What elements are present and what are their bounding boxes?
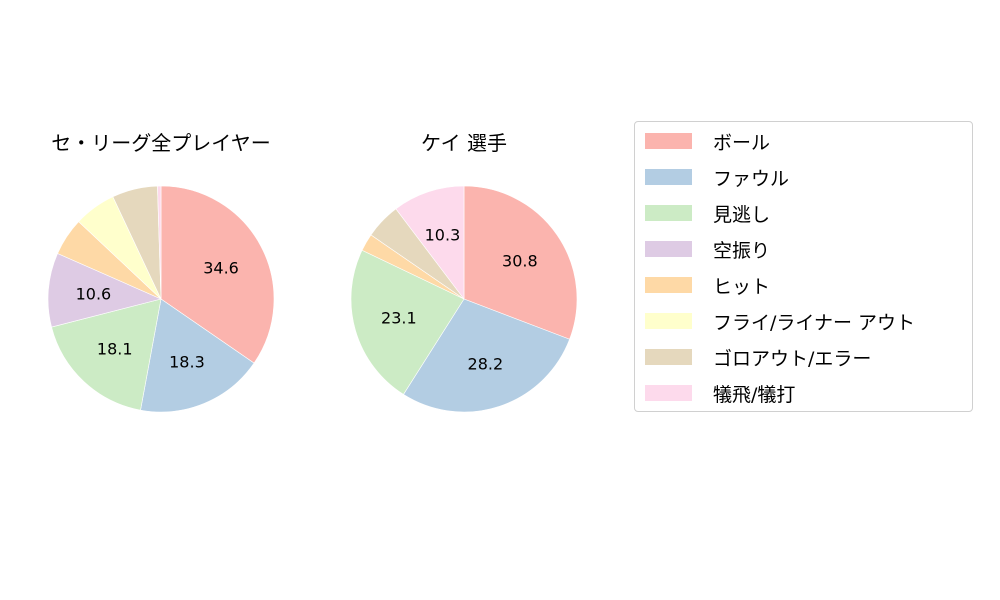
legend-item: ボール <box>645 129 771 154</box>
pie-slice <box>395 185 465 300</box>
legend-swatch <box>645 385 692 401</box>
pie-slice-label: 30.8 <box>502 252 538 271</box>
legend-item: ゴロアウト/エラー <box>645 345 872 370</box>
legend-label: 犠飛/犠打 <box>713 383 796 406</box>
legend-item: フライ/ライナー アウト <box>645 309 916 334</box>
pie-slice-label: 10.3 <box>425 226 461 245</box>
pie-chart-league: 34.6 18.3 18.1 10.6 <box>47 185 275 413</box>
legend-label: 見逃し <box>713 203 771 226</box>
pie-slice <box>157 185 162 300</box>
pie-slice-label: 18.3 <box>169 353 205 372</box>
pie-slice <box>47 253 162 328</box>
pie-slice-label: 10.6 <box>76 284 112 303</box>
legend-item: 見逃し <box>645 201 771 226</box>
pie-slice-label: 23.1 <box>381 309 417 328</box>
legend: ボールファウル見逃し空振りヒットフライ/ライナー アウト ゴロアウト/エラー 犠飛/… <box>634 121 973 412</box>
legend-swatch <box>645 349 692 365</box>
pie-slice <box>140 298 255 413</box>
pie-slice-label: 18.1 <box>97 340 133 359</box>
pie-chart-player: 30.8 28.2 23.1 10.3 <box>350 185 578 413</box>
pie-title-league: セ・リーグ全プレイヤー <box>51 131 271 155</box>
pie-slice <box>463 185 578 340</box>
legend-item: 犠飛/犠打 <box>645 381 796 406</box>
legend-label: 空振り <box>713 239 771 262</box>
legend-label: ボール <box>713 131 771 154</box>
legend-label: フライ/ライナー アウト <box>713 311 916 334</box>
legend-swatch <box>645 205 692 221</box>
legend-swatch <box>645 133 692 149</box>
legend-swatch <box>645 277 692 293</box>
legend-label: ゴロアウト/エラー <box>713 347 872 370</box>
legend-label: ファウル <box>713 167 790 190</box>
legend-swatch <box>645 169 692 185</box>
legend-item: 空振り <box>645 237 771 262</box>
legend-swatch <box>645 313 692 329</box>
legend-label: ヒット <box>713 275 771 298</box>
legend-item: ヒット <box>645 273 771 298</box>
pie-slice-label: 34.6 <box>203 258 239 277</box>
pie-slice <box>403 298 570 413</box>
pie-slice <box>350 249 465 395</box>
pie-slice <box>51 298 162 411</box>
legend-swatch <box>645 241 692 257</box>
pie-title-player: ケイ 選手 <box>421 131 507 155</box>
pie-slice <box>160 185 275 364</box>
pie-slice-label: 28.2 <box>468 354 504 373</box>
legend-item: ファウル <box>645 165 790 190</box>
